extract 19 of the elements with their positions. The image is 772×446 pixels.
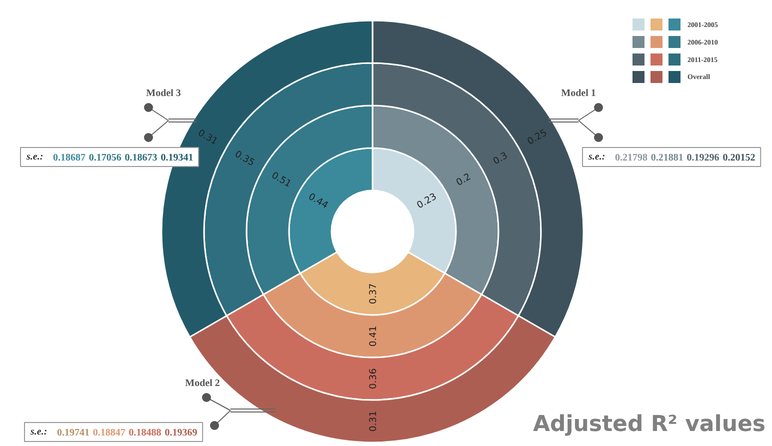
text: s.e.: 0.21798 0.21881 0.19296 0.20152 [588,152,756,164]
data-label: 0.31 [196,128,220,148]
data-label: 0.36 [368,368,379,390]
text: s.e.: 0.18687 0.17056 0.18673 0.19341 [26,152,194,164]
data-label: 0.44 [306,191,330,212]
data-label: 0.37 [368,283,379,304]
data-label: 0.51 [270,170,294,190]
data-label: 0.25 [526,128,550,148]
text: Adjusted R² values [532,412,766,437]
category-label: Model 1 [561,88,596,99]
data-label: 0.31 [368,410,379,432]
text: s.e.: 0.19741 0.18847 0.18488 0.19369 [30,426,198,438]
data-label: 0.23 [415,191,439,212]
data-label: 0.41 [368,326,379,347]
category-label: Model 2 [185,378,220,389]
category-label: Model 3 [146,88,181,99]
data-label: 0.2 [454,172,473,188]
data-label: 0.35 [232,148,256,169]
data-label: 0.3 [491,150,510,168]
